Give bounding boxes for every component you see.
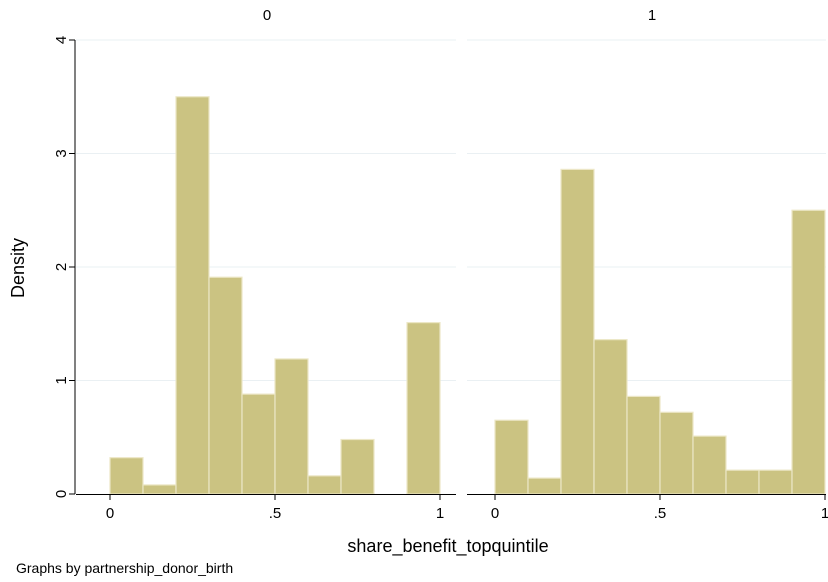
histogram-bar — [594, 340, 627, 494]
histogram-bar — [209, 277, 242, 494]
panel-title: 0 — [263, 7, 271, 24]
histogram-bar — [759, 470, 792, 494]
x-tick-label: 1 — [821, 505, 828, 522]
panel-title: 1 — [648, 7, 656, 24]
y-axis-label: Density — [8, 238, 28, 298]
y-tick-label: 4 — [53, 36, 70, 44]
histogram-bar — [242, 394, 275, 494]
histogram-bar — [726, 470, 759, 494]
histogram-bar — [561, 169, 594, 494]
histogram-bar — [407, 323, 440, 494]
x-axis-label: share_benefit_topquintile — [347, 536, 548, 557]
histogram-bar — [660, 412, 693, 494]
x-tick-label: 0 — [106, 505, 114, 522]
histogram-bar — [341, 440, 374, 494]
y-tick-label: 1 — [53, 376, 70, 384]
histogram-bar — [792, 210, 825, 494]
histogram-bar — [110, 458, 143, 494]
x-tick-label: .5 — [654, 505, 667, 522]
x-tick-label: 0 — [491, 505, 499, 522]
histogram-bar — [693, 436, 726, 494]
histogram-bar — [308, 476, 341, 494]
histogram-bar — [143, 485, 176, 494]
histogram-bar — [176, 97, 209, 494]
histogram-bar — [275, 359, 308, 494]
x-tick-label: .5 — [269, 505, 282, 522]
y-tick-label: 0 — [53, 490, 70, 498]
histogram-bar — [627, 396, 660, 494]
y-tick-label: 3 — [53, 149, 70, 157]
histogram-bar — [495, 420, 528, 494]
graph-note: Graphs by partnership_donor_birth — [16, 560, 233, 576]
y-tick-label: 2 — [53, 263, 70, 271]
x-tick-label: 1 — [436, 505, 444, 522]
histogram-bar — [528, 478, 561, 494]
